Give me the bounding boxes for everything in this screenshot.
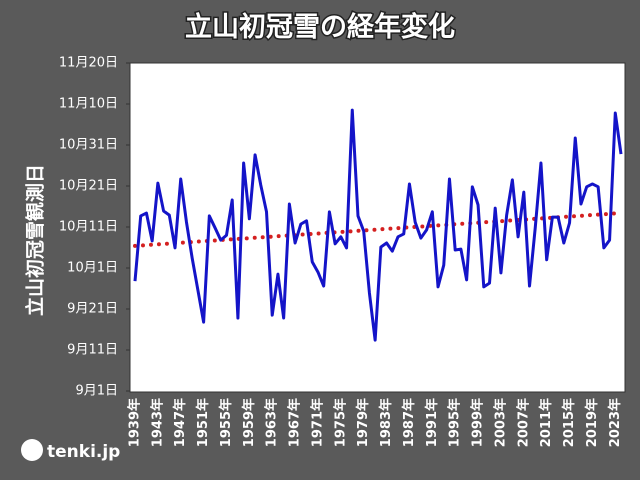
y-tick-label: 10月21日 [59,179,118,194]
x-tick-label: 1995年 [447,398,463,447]
x-tick-label: 1971年 [309,398,325,447]
x-tick-label: 2023年 [607,398,623,447]
y-tick-label: 9月21日 [67,302,118,317]
x-tick-label: 2011年 [538,398,554,447]
x-tick-label: 1999年 [470,398,486,447]
trend-line [133,211,623,248]
x-tick-label: 2019年 [584,398,600,447]
x-tick-label: 1963年 [264,398,280,447]
y-tick-label: 10月11日 [59,220,118,235]
x-tick-label: 1951年 [195,398,211,447]
y-tick-label: 9月1日 [75,384,118,399]
x-tick-label: 1939年 [127,398,143,447]
chart-title: 立山初冠雪の経年変化 [185,11,455,43]
y-tick-label: 9月11日 [67,343,118,358]
x-tick-label: 1983年 [378,398,394,447]
x-tick-label: 1959年 [241,398,257,447]
x-tick-label: 2003年 [492,398,508,447]
logo-icon [21,439,43,461]
y-tick-label: 11月20日 [59,56,118,71]
x-tick-label: 1975年 [332,398,348,447]
plot-area [129,62,626,393]
x-tick-label: 1991年 [424,398,440,447]
x-tick-label: 1943年 [149,398,165,447]
y-tick-label: 10月31日 [59,138,118,153]
y-tick-label: 11月10日 [59,97,118,112]
y-axis-label: 立山初冠雪観測日 [24,164,47,316]
data-line [133,108,623,342]
x-tick-label: 1955年 [218,398,234,447]
y-tick-label: 10月1日 [67,261,118,276]
x-tick-label: 1967年 [287,398,303,447]
x-tick-label: 1947年 [172,398,188,447]
x-tick-label: 2007年 [515,398,531,447]
x-tick-label: 1979年 [355,398,371,447]
x-tick-label: 1987年 [401,398,417,447]
x-tick-label: 2015年 [561,398,577,447]
logo: tenki.jp [47,442,120,462]
